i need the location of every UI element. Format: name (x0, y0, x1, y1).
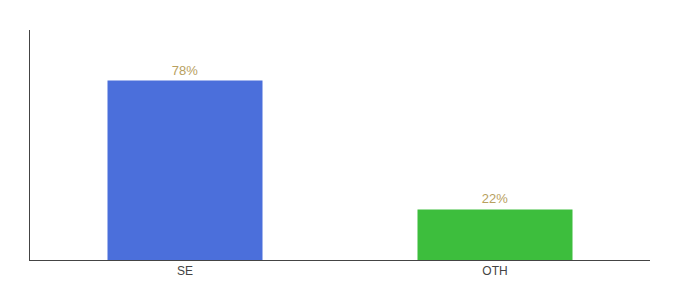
svg-text:78%: 78% (172, 63, 198, 78)
svg-text:SE: SE (177, 264, 193, 278)
svg-text:OTH: OTH (482, 264, 507, 278)
svg-text:22%: 22% (482, 191, 508, 206)
